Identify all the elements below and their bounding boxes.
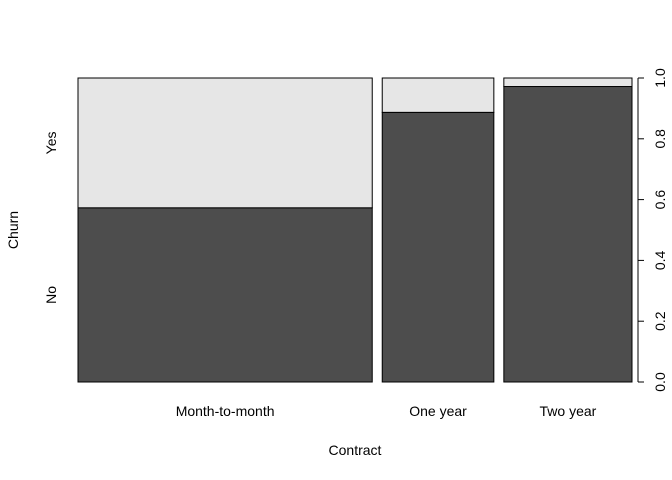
x-axis-title: Contract [329,442,382,458]
y-tick-label-0: 0.0 [652,372,668,392]
y-tick-label-4: 0.8 [652,129,668,149]
bar-no-2 [503,86,633,383]
category-label-1: One year [409,403,467,419]
left-level-labels: No Yes [43,131,59,303]
bar-no-0 [77,207,373,383]
y-axis-title: Churn [5,211,21,249]
bar-yes-1 [381,77,495,113]
y-tick-label-2: 0.4 [652,250,668,270]
level-label-yes: Yes [43,131,59,154]
right-y-axis: 0.0 0.2 0.4 0.6 0.8 1.0 [637,68,668,392]
bar-yes-0 [77,77,373,209]
level-label-no: No [43,286,59,304]
category-label-0: Month-to-month [176,403,275,419]
bar-group [77,77,633,383]
category-labels: Month-to-month One year Two year [176,403,597,419]
y-tick-label-3: 0.6 [652,190,668,210]
category-label-2: Two year [540,403,597,419]
bar-no-1 [381,111,495,383]
y-tick-label-5: 1.0 [652,68,668,88]
bar-yes-2 [503,77,633,88]
y-tick-label-1: 0.2 [652,311,668,331]
